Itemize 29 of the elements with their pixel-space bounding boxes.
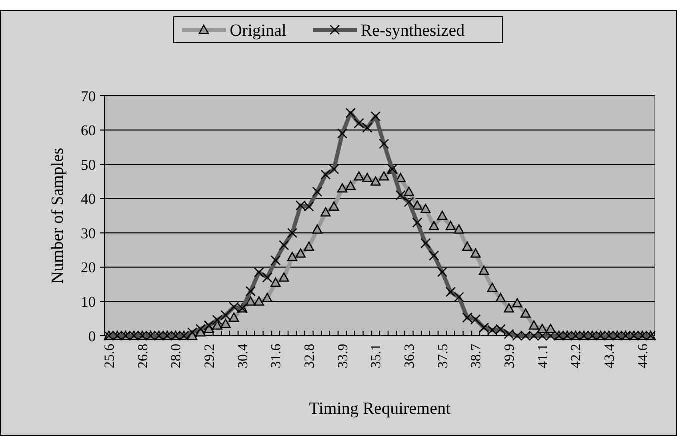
x-axis-title: Timing Requirement [309,399,452,418]
y-tick-label: 70 [81,89,96,106]
x-tick-label: 44.6 [636,344,652,368]
y-tick-label: 10 [81,294,96,311]
y-axis-title: Number of Samples [48,148,67,284]
x-tick-label: 25.6 [103,344,118,368]
x-tick-label: 38.7 [470,344,485,368]
x-tick-label: 42.2 [570,344,585,368]
x-tick-label: 29.2 [203,344,218,368]
x-tick-label: 28.0 [170,344,185,368]
x-tick-label: 30.4 [236,344,252,368]
y-tick-label: 0 [88,329,96,346]
y-tick-label: 40 [81,192,96,208]
x-tick-label: 37.5 [436,344,452,368]
x-tick-label: 35.1 [370,344,385,368]
y-tick-label: 20 [81,260,96,277]
x-tick-label: 32.8 [303,344,318,368]
x-tick-label: 41.1 [536,344,552,368]
x-tick-label: 39.9 [503,344,518,368]
x-tick-label: 26.8 [136,344,152,368]
x-tick-label: 31.6 [270,344,285,368]
x-tick-label: 43.4 [603,344,618,368]
y-tick-label: 50 [81,158,96,174]
legend-label: Re-synthesized [361,20,466,40]
x-tick-label: 33.9 [336,344,352,368]
x-tick-label: 36.3 [403,344,418,368]
legend-label: Original [230,20,287,40]
y-tick-label: 60 [81,124,96,140]
y-tick-label: 30 [81,226,96,242]
